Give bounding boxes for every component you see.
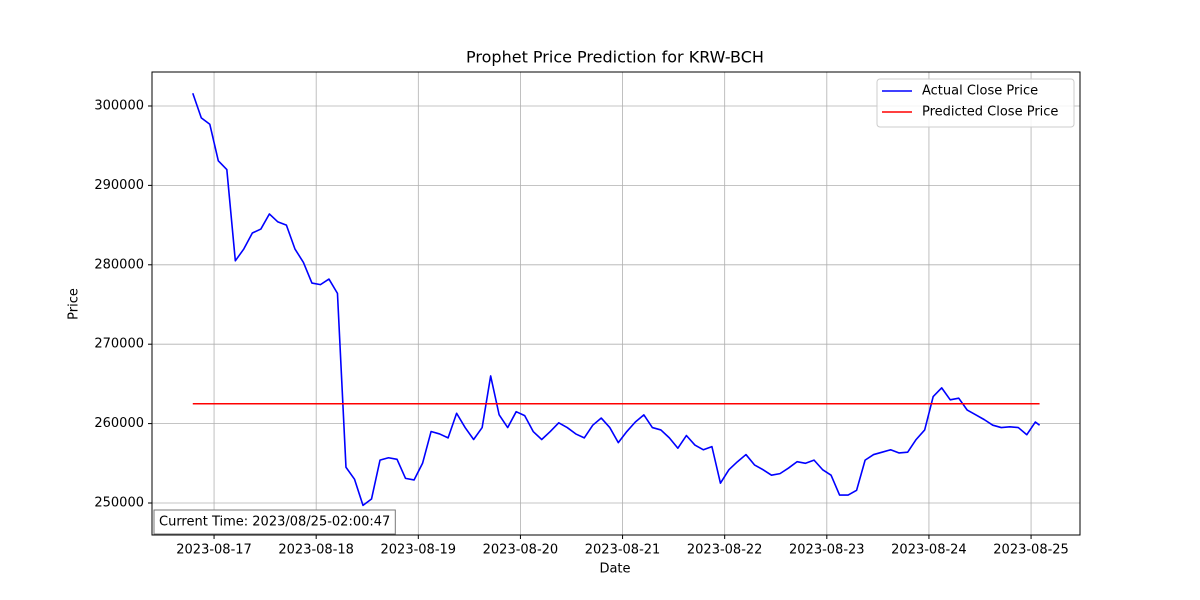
y-tick-label: 250000 (94, 496, 144, 511)
x-tick-label: 2023-08-20 (483, 543, 559, 558)
y-tick-label: 280000 (94, 257, 144, 272)
x-axis-label: Date (599, 562, 630, 577)
x-tick-label: 2023-08-21 (585, 543, 661, 558)
legend-label: Actual Close Price (922, 84, 1038, 99)
line (192, 93, 1041, 507)
y-tick-label: 260000 (94, 416, 144, 431)
y-axis-label: Price (67, 288, 82, 320)
x-tick-label: 2023-08-23 (789, 543, 865, 558)
plot-frame (151, 71, 1081, 536)
y-tick-label: 290000 (94, 178, 144, 193)
x-tick-label: 2023-08-18 (278, 543, 354, 558)
x-tick-label: 2023-08-22 (687, 543, 763, 558)
y-tick-label: 270000 (94, 337, 144, 352)
chart-title: Prophet Price Prediction for KRW-BCH (466, 48, 764, 67)
x-tick-label: 2023-08-24 (891, 543, 967, 558)
legend-label: Predicted Close Price (922, 105, 1058, 120)
x-tick-label: 2023-08-25 (993, 543, 1069, 558)
y-tick-label: 300000 (94, 98, 144, 113)
annotation: Current Time: 2023/08/25-02:00:47 (159, 515, 390, 530)
annotation-box (153, 509, 396, 535)
x-tick-label: 2023-08-17 (176, 543, 252, 558)
legend-box (876, 78, 1075, 128)
x-tick-label: 2023-08-19 (381, 543, 457, 558)
